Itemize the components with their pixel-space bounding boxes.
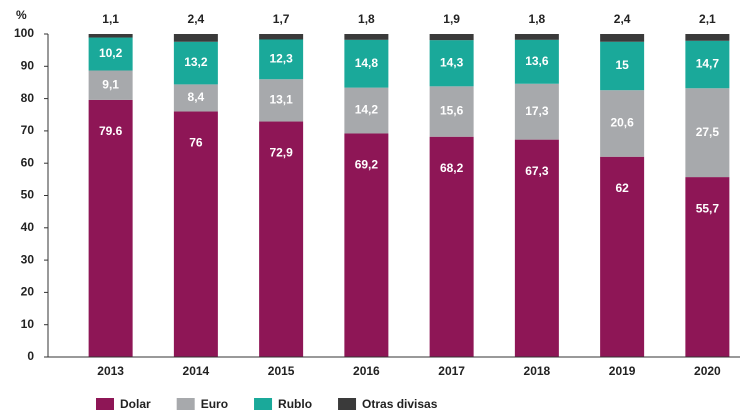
legend-swatch (176, 398, 195, 410)
data-label: 15 (615, 58, 629, 72)
bar-segment (685, 34, 730, 41)
bar-segment (259, 34, 304, 40)
y-tick-label: 50 (21, 188, 35, 202)
bar-segment (173, 111, 218, 358)
data-label: 69,2 (355, 158, 379, 172)
data-label: 8,4 (188, 90, 205, 104)
bar-segment (429, 40, 474, 87)
legend-label: Rublo (278, 397, 312, 411)
bar-segment (514, 83, 559, 140)
data-label: 13,2 (184, 55, 208, 69)
data-label: 79.6 (99, 124, 123, 138)
y-tick-label: 80 (21, 91, 35, 105)
data-label: 2,1 (699, 12, 716, 26)
bar-segment (514, 39, 559, 84)
data-label: 17,3 (525, 104, 549, 118)
bar-segment (685, 177, 730, 357)
y-tick-label: 10 (21, 317, 35, 331)
bar-segment (344, 39, 389, 88)
data-label: 76 (189, 136, 203, 150)
data-label: 14,3 (440, 55, 464, 69)
data-label: 1,8 (529, 12, 546, 26)
x-tick-label: 2017 (438, 364, 465, 378)
x-tick-label: 2016 (353, 364, 380, 378)
y-tick-label: 30 (21, 252, 35, 266)
data-label: 62 (615, 181, 629, 195)
data-label: 1,9 (443, 12, 460, 26)
legend-swatch (338, 398, 357, 410)
bar-segment (600, 90, 645, 157)
data-label: 1,8 (358, 12, 375, 26)
data-label: 12,3 (269, 52, 293, 66)
data-label: 9,1 (102, 77, 119, 91)
legend-swatch (254, 398, 273, 410)
bar-segment (173, 84, 218, 112)
bar-segment (600, 41, 645, 91)
data-label: 55,7 (696, 201, 720, 215)
data-label: 1,7 (273, 12, 290, 26)
data-label: 1,1 (102, 12, 119, 26)
y-tick-label: 60 (21, 155, 35, 169)
bar-segment (173, 34, 218, 42)
y-tick-label: 90 (21, 58, 35, 72)
data-label: 72,9 (269, 146, 293, 160)
x-tick-label: 2018 (524, 364, 551, 378)
x-tick-label: 2015 (268, 364, 295, 378)
bar-segment (173, 41, 218, 85)
bar-segment (429, 136, 474, 357)
legend-label: Otras divisas (362, 397, 438, 411)
data-label: 27,5 (696, 125, 720, 139)
bar-segment (514, 139, 559, 357)
data-label: 67,3 (525, 164, 549, 178)
y-axis-label: % (16, 8, 27, 22)
data-label: 14,7 (696, 57, 720, 71)
data-label: 2,4 (188, 12, 205, 26)
bar-segment (429, 34, 474, 41)
legend-swatch (96, 398, 114, 410)
data-label: 10,2 (99, 46, 123, 60)
bar-segment (344, 34, 389, 40)
bar-segment (88, 70, 133, 100)
bar-segment (88, 99, 133, 357)
bar-segment (514, 34, 559, 40)
bar-segment (600, 156, 645, 357)
legend-label: Euro (201, 397, 228, 411)
y-tick-label: 0 (27, 349, 34, 363)
data-label: 68,2 (440, 161, 464, 175)
x-tick-label: 2013 (97, 364, 124, 378)
bar-segment (600, 34, 645, 42)
data-label: 13,1 (269, 93, 293, 107)
bar-segment (429, 86, 474, 137)
x-tick-label: 2019 (609, 364, 636, 378)
bar-segment (259, 121, 304, 358)
data-label: 14,8 (355, 56, 379, 70)
bar-segment (685, 40, 730, 89)
bar-segment (259, 79, 304, 122)
y-tick-label: 40 (21, 220, 35, 234)
bar-segment (685, 88, 730, 178)
data-label: 15,6 (440, 104, 464, 118)
y-tick-label: 20 (21, 285, 35, 299)
y-tick-label: 100 (14, 26, 34, 40)
x-tick-label: 2014 (183, 364, 210, 378)
bar-segment (344, 87, 389, 134)
data-label: 13,6 (525, 54, 549, 68)
data-label: 20,6 (610, 116, 634, 130)
x-tick-label: 2020 (694, 364, 721, 378)
data-label: 14,2 (355, 103, 379, 117)
legend-label: Dolar (120, 397, 151, 411)
bar-segment (88, 34, 133, 38)
bar-segment (344, 133, 389, 357)
bar-segment (259, 39, 304, 80)
bar-segment (88, 37, 133, 71)
y-tick-label: 70 (21, 123, 35, 137)
data-label: 2,4 (614, 12, 631, 26)
